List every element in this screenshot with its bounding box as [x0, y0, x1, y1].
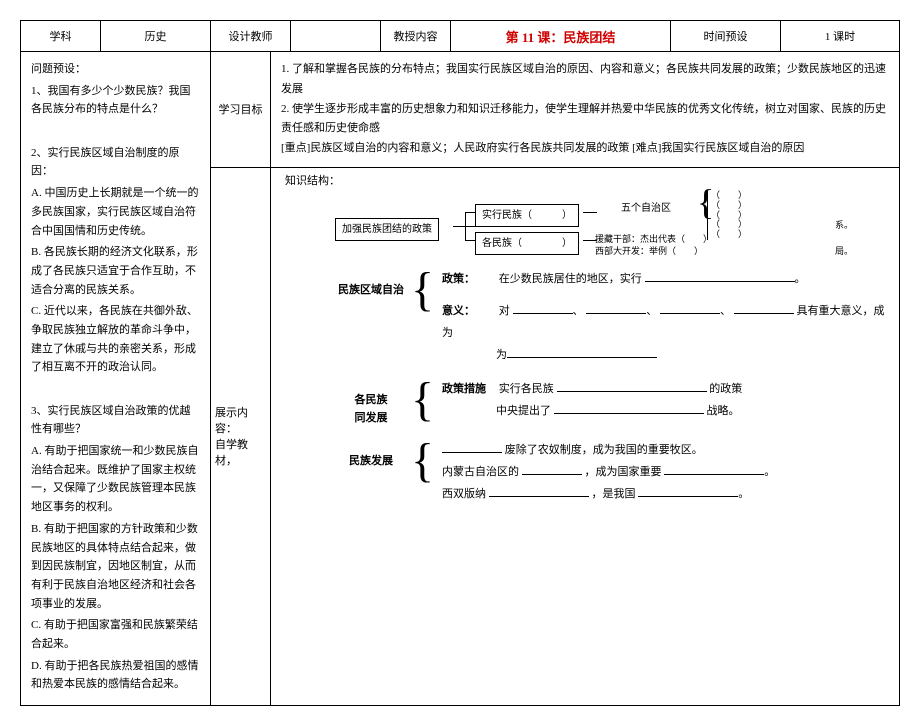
sec1-body: 政策： 在少数民族居住的地区，实行 。 意义： 对 、 、 、: [438, 268, 885, 366]
measure-label: 政策措施: [442, 378, 496, 400]
blank: [522, 462, 582, 475]
content-row: 展示内容： 自学教材， 知识结构： 加强民族团结的政策 实行民族（ ） 各民族（…: [211, 168, 899, 705]
content-body: 知识结构： 加强民族团结的政策 实行民族（ ） 各民族（ ） 五个自治区 { （…: [271, 168, 899, 705]
q-heading: 问题预设：: [31, 60, 200, 79]
content-label: 教授内容: [381, 21, 451, 51]
q3d: D. 有助于把各民族热爱祖国的感情和热爱本民族的感情结合起来。: [31, 657, 200, 694]
blank-slot: （ ）: [707, 200, 747, 211]
structure-diagram: 加强民族团结的政策 实行民族（ ） 各民族（ ） 五个自治区 { （ ） （ ）…: [335, 198, 885, 258]
subject-label: 学科: [21, 21, 101, 51]
blank-slot: （ ）: [707, 229, 747, 240]
header-row: 学科 历史 设计教师 教授内容 第 11 课：民族团结 时间预设 1 课时: [21, 21, 899, 52]
connector-line: [465, 240, 475, 241]
tinybox-stack: （ ） （ ） （ ） （ ） （ ）: [707, 190, 747, 239]
sec3-l2a: 内蒙古自治区的: [442, 466, 519, 478]
policy-label: 政策：: [442, 268, 496, 290]
blank: [734, 301, 794, 314]
blank: [507, 345, 657, 358]
content-label: 展示内容： 自学教材，: [211, 168, 271, 705]
content-label-2: 自学教材，: [215, 436, 266, 468]
sec3-l1: 废除了农奴制度，成为我国的重要牧区。: [505, 444, 703, 456]
q2-head: 2、实行民族区域自治制度的原因：: [31, 144, 200, 181]
lesson-plan-sheet: 学科 历史 设计教师 教授内容 第 11 课：民族团结 时间预设 1 课时 问题…: [20, 20, 900, 706]
sec2-name-1: 各民族: [355, 394, 388, 406]
connector-line: [465, 212, 466, 241]
q2c: C. 近代以来，各民族在共御外敌、争取民族独立解放的革命斗争中，建立了休戚与共的…: [31, 302, 200, 377]
sec2-name: 各民族 同发展: [335, 378, 407, 427]
sec3-l2b: ，成为国家重要: [585, 466, 662, 478]
goal-body: 1. 了解和掌握各民族的分布特点；我国实行民族区域自治的原因、内容和意义；各民族…: [271, 52, 899, 167]
structure-label: 知识结构：: [285, 172, 340, 191]
time-label: 时间预设: [671, 21, 781, 51]
right-column: 学习目标 1. 了解和掌握各民族的分布特点；我国实行民族区域自治的原因、内容和意…: [211, 52, 899, 705]
q1: 1、我国有多少个少数民族？我国各民族分布的特点是什么？: [31, 82, 200, 119]
sec3-body: 废除了农奴制度，成为我国的重要牧区。 内蒙古自治区的 ，成为国家重要 。 西双版…: [438, 439, 885, 505]
sec3-name: 民族发展: [335, 439, 407, 471]
lesson-title-text: 第 11 课：民族团结: [506, 27, 616, 46]
goal-line-3: [重点]民族区域自治的内容和意义；人民政府实行各民族共同发展的政策 [难点]我国…: [281, 139, 889, 159]
policy-text: 在少数民族居住的地区，实行: [499, 273, 642, 285]
measure-tail2: 战略。: [707, 405, 740, 417]
tail-2: 局。: [835, 244, 853, 259]
subject-value: 历史: [101, 21, 211, 51]
teacher-label: 设计教师: [211, 21, 291, 51]
section-development: 民族发展 { 废除了农奴制度，成为我国的重要牧区。 内蒙古自治区的 ，成为国家重…: [335, 439, 885, 505]
meaning-label: 意义：: [442, 300, 496, 322]
blank: [554, 401, 704, 414]
blank: [557, 379, 707, 392]
q2b: B. 各民族长期的经济文化联系，形成了各民族只适宜于合作互助，不适合分离的民族关…: [31, 243, 200, 299]
brace-icon: {: [407, 439, 438, 482]
connector-line: [583, 240, 597, 241]
tail-1: 系。: [835, 218, 853, 233]
measure-tail1: 的政策: [709, 383, 742, 395]
q3a: A. 有助于把国家统一和少数民族自治结合起来。既维护了国家主权统一，又保障了少数…: [31, 442, 200, 517]
teacher-value: [291, 21, 381, 51]
blank: [513, 301, 573, 314]
connector-line: [465, 212, 475, 213]
goal-row: 学习目标 1. 了解和掌握各民族的分布特点；我国实行民族区域自治的原因、内容和意…: [211, 52, 899, 168]
sec2-body: 政策措施 实行各民族 的政策 中央提出了 战略。: [438, 378, 885, 422]
box-five: 五个自治区: [615, 198, 677, 219]
blank: [664, 462, 764, 475]
sec3-l3b: ，是我国: [592, 488, 636, 500]
section-autonomy: 民族区域自治 { 政策： 在少数民族居住的地区，实行 。 意义： 对: [335, 268, 885, 366]
box-top: 实行民族（ ）: [475, 204, 579, 227]
blank: [442, 440, 502, 453]
goal-line-2: 2. 使学生逐步形成丰富的历史想象力和知识迁移能力，使学生理解并热爱中华民族的优…: [281, 100, 889, 140]
goal-line-1: 1. 了解和掌握各民族的分布特点；我国实行民族区域自治的原因、内容和意义；各民族…: [281, 60, 889, 100]
section-codevelop: 各民族 同发展 { 政策措施 实行各民族 的政策: [335, 378, 885, 427]
sec1-name: 民族区域自治: [335, 268, 407, 300]
measure-t2: 中央提出了: [496, 405, 551, 417]
blank: [638, 484, 738, 497]
sec2-name-2: 同发展: [355, 412, 388, 424]
content-label-1: 展示内容：: [215, 404, 266, 436]
main-row: 问题预设： 1、我国有多少个少数民族？我国各民族分布的特点是什么？ 2、实行民族…: [21, 52, 899, 705]
q3b: B. 有助于把国家的方针政策和少数民族地区的具体特点结合起来，做到因民族制宜，因…: [31, 520, 200, 613]
connector-line: [453, 226, 475, 227]
meaning-t1: 对: [499, 305, 510, 317]
sec3-l3a: 西双版纳: [442, 488, 486, 500]
q3-head: 3、实行民族区域自治政策的优越性有哪些？: [31, 402, 200, 439]
measure-t1: 实行各民族: [499, 383, 554, 395]
q2a: A. 中国历史上长期就是一个统一的多民族国家，实行民族区域自治符合中国国情和历史…: [31, 184, 200, 240]
blank: [586, 301, 646, 314]
note-2: 西部大开发：举例（ ）: [595, 244, 703, 259]
question-column: 问题预设： 1、我国有多少个少数民族？我国各民族分布的特点是什么？ 2、实行民族…: [21, 52, 211, 705]
goal-label: 学习目标: [211, 52, 271, 167]
box-bot: 各民族（ ）: [475, 232, 579, 255]
lesson-title: 第 11 课：民族团结: [451, 21, 671, 51]
blank: [660, 301, 720, 314]
time-value: 1 课时: [781, 21, 899, 51]
blank: [645, 269, 795, 282]
brace-icon: {: [407, 268, 438, 311]
blank: [489, 484, 589, 497]
connector-line: [583, 212, 597, 213]
box-main: 加强民族团结的政策: [335, 218, 439, 241]
brace-icon: {: [407, 378, 438, 421]
q3c: C. 有助于把国家富强和民族繁荣结合起来。: [31, 616, 200, 653]
